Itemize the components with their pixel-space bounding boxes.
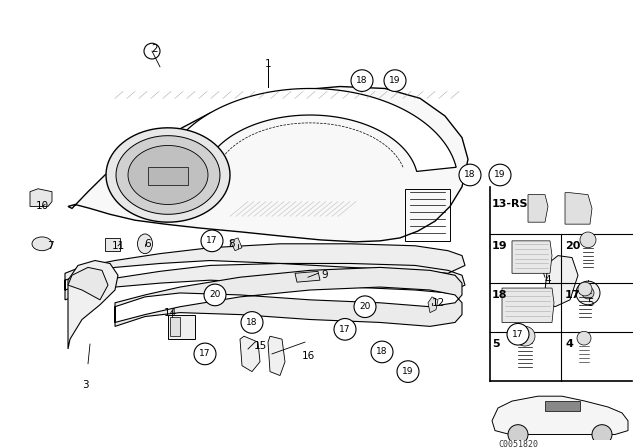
Text: 18: 18 xyxy=(356,76,368,85)
Polygon shape xyxy=(428,297,438,313)
Text: 17: 17 xyxy=(565,290,580,300)
Text: 17: 17 xyxy=(512,330,524,339)
Polygon shape xyxy=(230,238,242,251)
Polygon shape xyxy=(68,267,108,300)
Circle shape xyxy=(459,164,481,186)
Circle shape xyxy=(241,312,263,333)
Circle shape xyxy=(580,232,596,248)
Text: 17: 17 xyxy=(199,349,211,358)
Polygon shape xyxy=(512,241,552,273)
Polygon shape xyxy=(68,86,468,242)
Text: 3: 3 xyxy=(82,380,88,390)
Ellipse shape xyxy=(32,237,52,251)
Text: C0051820: C0051820 xyxy=(498,440,538,448)
Text: 20: 20 xyxy=(565,241,580,251)
Polygon shape xyxy=(170,317,180,336)
Text: 8: 8 xyxy=(228,239,236,249)
Circle shape xyxy=(592,425,612,444)
Circle shape xyxy=(194,343,216,365)
Text: 18: 18 xyxy=(246,318,258,327)
Polygon shape xyxy=(492,396,628,435)
Circle shape xyxy=(507,323,529,345)
Circle shape xyxy=(577,332,591,345)
Text: 16: 16 xyxy=(301,351,315,361)
Polygon shape xyxy=(65,244,465,300)
Polygon shape xyxy=(295,271,320,282)
Text: 1: 1 xyxy=(265,59,271,69)
Ellipse shape xyxy=(138,234,152,254)
Text: 18: 18 xyxy=(492,290,508,300)
Circle shape xyxy=(334,319,356,340)
Text: 4: 4 xyxy=(545,275,551,285)
Text: 17: 17 xyxy=(206,237,218,246)
Polygon shape xyxy=(502,288,554,323)
Polygon shape xyxy=(30,189,52,207)
Polygon shape xyxy=(128,146,208,204)
Polygon shape xyxy=(65,244,465,280)
Text: 19: 19 xyxy=(494,171,506,180)
Text: 12: 12 xyxy=(431,298,445,308)
Text: 15: 15 xyxy=(253,341,267,351)
Text: 13-RS: 13-RS xyxy=(492,199,529,210)
Text: 11: 11 xyxy=(111,241,125,251)
Circle shape xyxy=(354,296,376,318)
Polygon shape xyxy=(240,336,260,371)
Polygon shape xyxy=(565,193,592,224)
Circle shape xyxy=(351,70,373,91)
Text: 19: 19 xyxy=(403,367,413,376)
Polygon shape xyxy=(268,336,285,375)
Polygon shape xyxy=(545,401,580,411)
Text: 19: 19 xyxy=(492,241,508,251)
Circle shape xyxy=(201,230,223,252)
Circle shape xyxy=(578,282,592,296)
Text: 20: 20 xyxy=(209,290,221,299)
Text: 5: 5 xyxy=(492,339,500,349)
Polygon shape xyxy=(68,261,118,349)
Text: 9: 9 xyxy=(322,270,328,280)
Text: 4: 4 xyxy=(565,339,573,349)
Circle shape xyxy=(515,327,535,346)
Text: 10: 10 xyxy=(35,202,49,211)
Text: 6: 6 xyxy=(145,239,151,249)
Circle shape xyxy=(204,284,226,306)
Polygon shape xyxy=(116,136,220,214)
Circle shape xyxy=(576,281,600,305)
Text: 14: 14 xyxy=(163,308,177,318)
Circle shape xyxy=(397,361,419,383)
Text: 2: 2 xyxy=(152,44,158,54)
Polygon shape xyxy=(115,267,462,327)
Text: 18: 18 xyxy=(464,171,476,180)
Text: 5: 5 xyxy=(587,298,593,308)
Text: 7: 7 xyxy=(47,241,53,251)
Polygon shape xyxy=(105,238,120,251)
Circle shape xyxy=(384,70,406,91)
Text: 17: 17 xyxy=(339,325,351,334)
Polygon shape xyxy=(168,314,195,339)
Polygon shape xyxy=(164,89,456,172)
Polygon shape xyxy=(542,256,578,307)
Polygon shape xyxy=(148,167,188,185)
Text: 19: 19 xyxy=(389,76,401,85)
Text: 20: 20 xyxy=(359,302,371,311)
Polygon shape xyxy=(106,128,230,222)
Text: 18: 18 xyxy=(376,348,388,357)
Circle shape xyxy=(489,164,511,186)
Polygon shape xyxy=(528,194,548,222)
Circle shape xyxy=(582,287,594,299)
Circle shape xyxy=(371,341,393,363)
Circle shape xyxy=(508,425,528,444)
